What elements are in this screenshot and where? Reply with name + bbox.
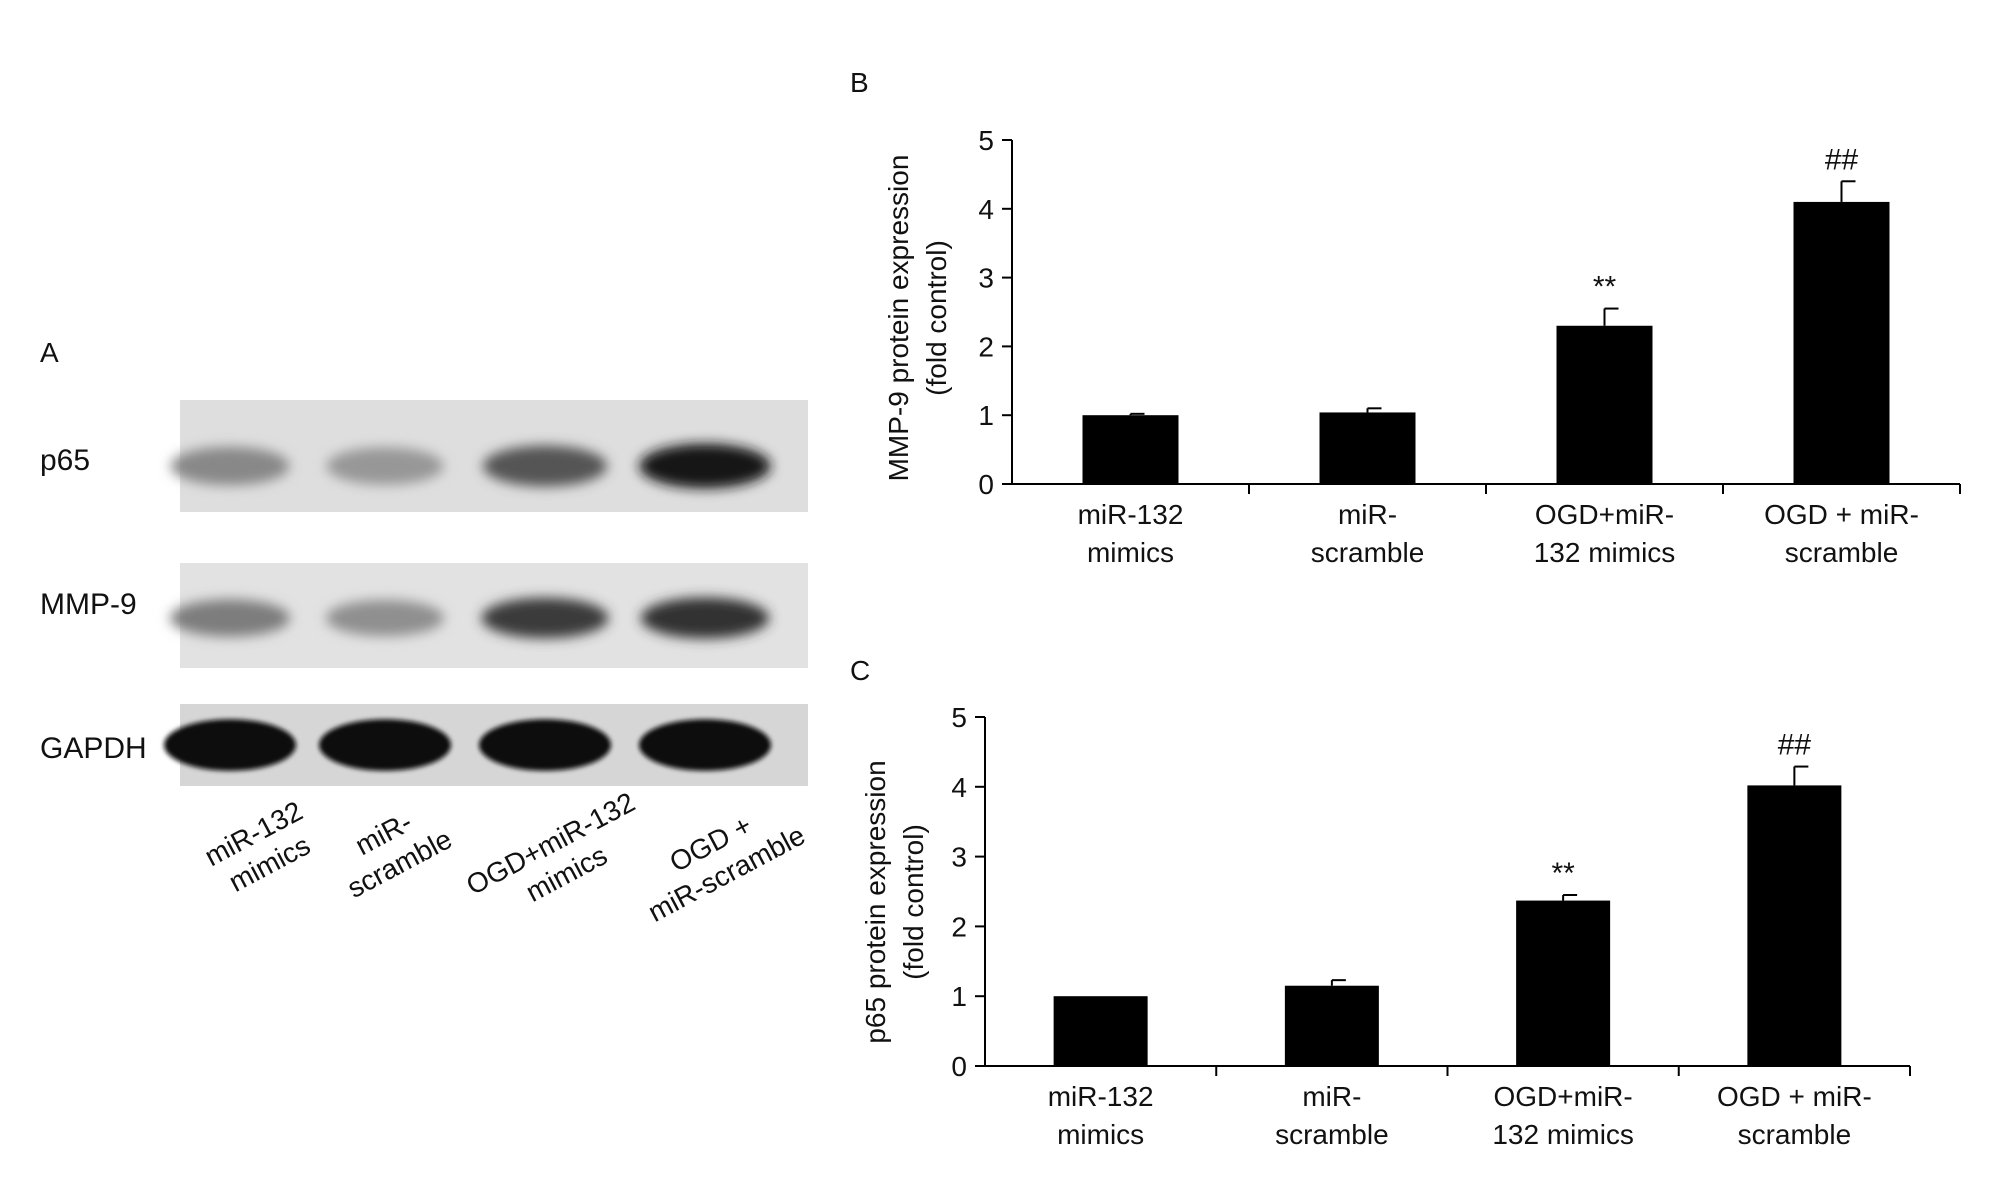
y-tick-label: 4 bbox=[951, 772, 967, 803]
panel-b-plot: 0 1 2 3 4 5 miR-132 mimics miR-scramble ** OGD+miR… bbox=[978, 125, 1961, 568]
bar bbox=[1082, 415, 1179, 484]
bar bbox=[1516, 900, 1611, 1066]
y-tick-label: 5 bbox=[978, 125, 994, 156]
significance-label: ## bbox=[1825, 143, 1859, 176]
y-tick-label: 3 bbox=[978, 263, 994, 294]
y-tick-label: 0 bbox=[978, 469, 994, 500]
panel-b-chart: B MMP-9 protein expression (fold control… bbox=[850, 67, 1961, 568]
x-category-label: OGD + miR- bbox=[1717, 1081, 1872, 1112]
significance-label: ** bbox=[1551, 857, 1575, 890]
y-tick-label: 1 bbox=[978, 400, 994, 431]
bar bbox=[1319, 412, 1416, 484]
x-category-label: scramble bbox=[1275, 1119, 1389, 1150]
y-tick-label: 1 bbox=[951, 981, 967, 1012]
blot-band-mmp-9-lane-4 bbox=[640, 597, 770, 639]
y-tick-label: 0 bbox=[951, 1051, 967, 1082]
panel-c-chart: C p65 protein expression (fold control) … bbox=[850, 655, 1911, 1150]
bar bbox=[1793, 201, 1890, 485]
blot-row-label-gapdh: GAPDH bbox=[40, 732, 147, 765]
y-tick-label: 2 bbox=[951, 911, 967, 942]
blot-row-label-p65: p65 bbox=[40, 444, 90, 477]
panel-b-y-axis-label-line1: MMP-9 protein expression bbox=[883, 155, 914, 482]
panel-a-western-blot: A p65 MMP-9 GAPDH miR-132 mimics miR- sc… bbox=[40, 337, 810, 928]
panel-c-y-axis-label-line2: (fold control) bbox=[898, 824, 929, 980]
panel-b-y-axis-label-line2: (fold control) bbox=[921, 240, 952, 396]
panel-a-letter: A bbox=[40, 337, 59, 368]
blot-band-p65-lane-3 bbox=[482, 445, 608, 487]
x-category-label: 132 mimics bbox=[1534, 537, 1676, 568]
x-category-label: mimics bbox=[1087, 537, 1174, 568]
bar bbox=[1556, 325, 1653, 484]
blot-band-p65-lane-2 bbox=[326, 447, 444, 485]
blot-band-mmp-9-lane-1 bbox=[170, 599, 290, 637]
x-category-label: scramble bbox=[1311, 537, 1425, 568]
blot-row-label-mmp9: MMP-9 bbox=[40, 588, 137, 621]
blot-bands bbox=[164, 443, 771, 771]
blot-band-gapdh-lane-3 bbox=[479, 719, 611, 771]
x-category-label: miR-132 bbox=[1078, 499, 1184, 530]
x-category-label: OGD+miR- bbox=[1494, 1081, 1633, 1112]
x-category-label: miR- bbox=[1302, 1081, 1361, 1112]
x-category-label: scramble bbox=[1785, 537, 1899, 568]
x-category-label: miR- bbox=[1338, 499, 1397, 530]
significance-label: ## bbox=[1778, 729, 1812, 762]
panel-c-y-axis-label-line1: p65 protein expression bbox=[860, 760, 891, 1043]
panel-b-letter: B bbox=[850, 67, 869, 98]
blot-band-mmp-9-lane-3 bbox=[481, 597, 609, 639]
y-tick-label: 5 bbox=[951, 702, 967, 733]
bar bbox=[1747, 785, 1842, 1066]
y-tick-label: 2 bbox=[978, 331, 994, 362]
x-category-label: miR-132 bbox=[1048, 1081, 1154, 1112]
x-category-label: OGD+miR- bbox=[1535, 499, 1674, 530]
blot-band-p65-lane-4 bbox=[639, 443, 771, 489]
x-category-label: scramble bbox=[1738, 1119, 1852, 1150]
blot-band-p65-lane-1 bbox=[170, 446, 290, 486]
panel-c-plot: 0 1 2 3 4 5 miR-132 mimics miR-scramble ** OGD+miR… bbox=[951, 702, 1911, 1150]
y-tick-label: 4 bbox=[978, 194, 994, 225]
lane-labels: miR-132 mimics miR- scramble OGD+miR-132… bbox=[200, 786, 810, 928]
blot-band-gapdh-lane-4 bbox=[639, 719, 771, 771]
y-tick-label: 3 bbox=[951, 842, 967, 873]
blot-band-mmp-9-lane-2 bbox=[325, 599, 445, 637]
bar bbox=[1053, 996, 1148, 1066]
panel-c-letter: C bbox=[850, 655, 870, 686]
blot-band-gapdh-lane-2 bbox=[319, 719, 451, 771]
x-category-label: 132 mimics bbox=[1492, 1119, 1634, 1150]
blot-band-gapdh-lane-1 bbox=[164, 719, 296, 771]
x-category-label: mimics bbox=[1057, 1119, 1144, 1150]
x-category-label: OGD + miR- bbox=[1764, 499, 1919, 530]
bar bbox=[1284, 985, 1379, 1066]
significance-label: ** bbox=[1593, 271, 1617, 304]
